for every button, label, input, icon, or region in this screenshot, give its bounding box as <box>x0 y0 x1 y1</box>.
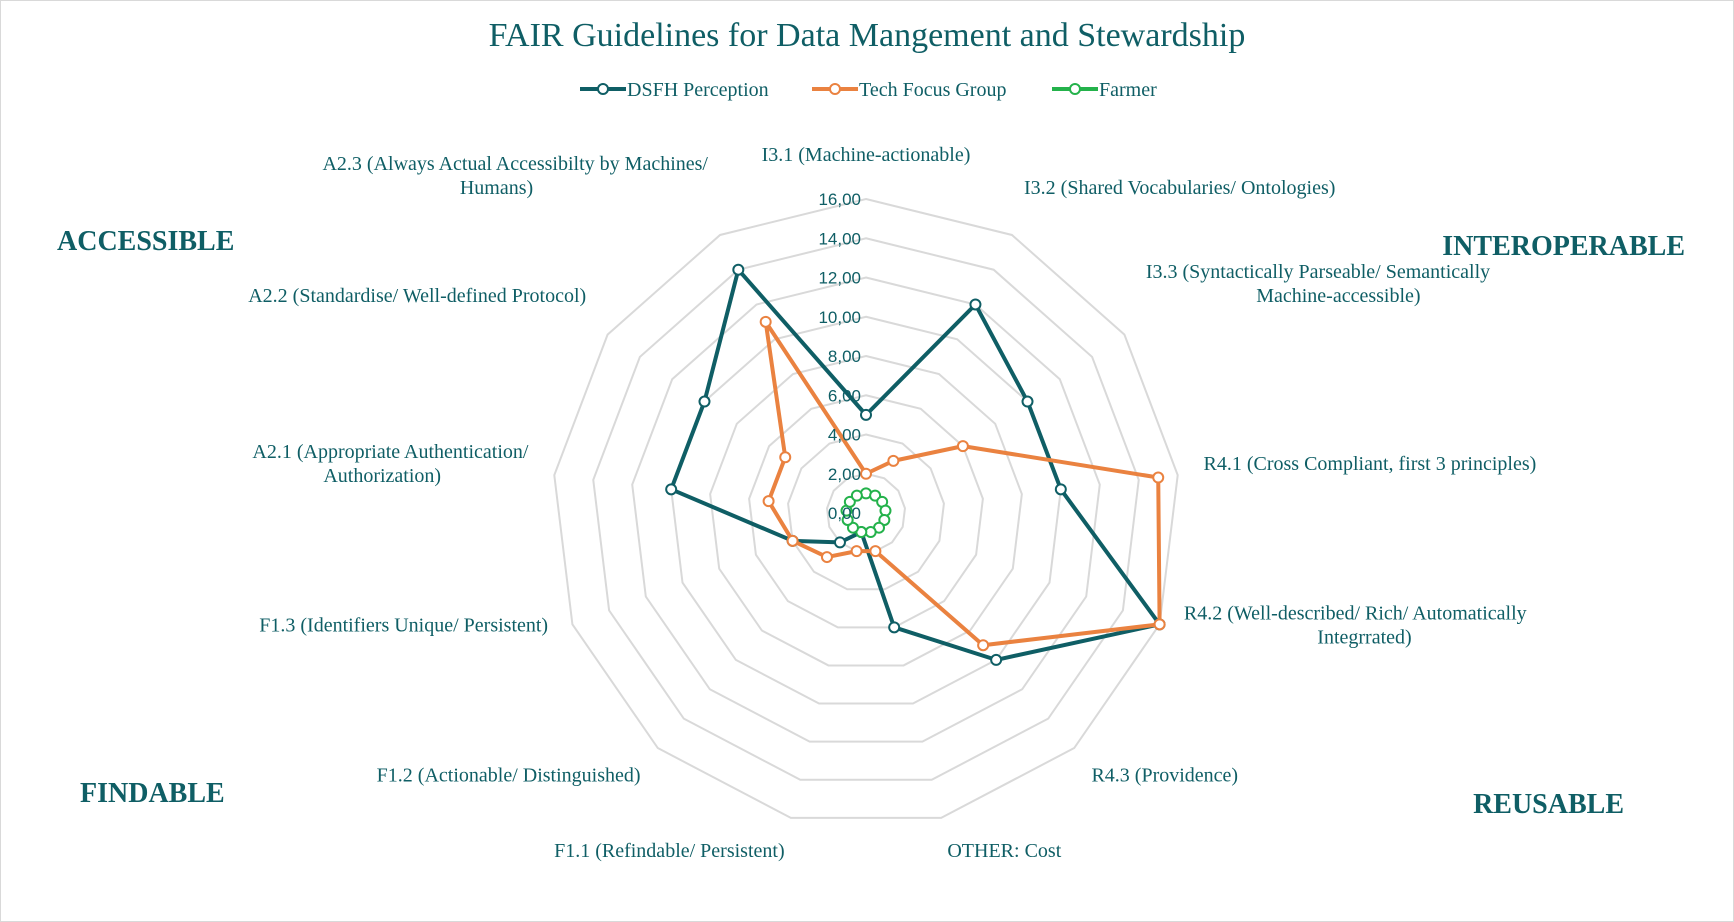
data-point[interactable] <box>1153 618 1166 631</box>
tick-label: 10,00 <box>818 308 861 327</box>
data-point[interactable] <box>888 621 901 634</box>
legend-marker <box>597 83 609 95</box>
data-point[interactable] <box>869 545 882 558</box>
category-label: OTHER: Cost <box>947 840 1061 862</box>
legend-label: DSFH Perception <box>627 79 769 101</box>
quadrant-label-reusable: REUSABLE <box>1473 789 1624 820</box>
legend-item-dsfh-perception[interactable]: DSFH Perception <box>580 79 769 101</box>
data-point[interactable] <box>1054 483 1067 496</box>
data-point[interactable] <box>786 534 799 547</box>
category-label: A2.3 (Always Actual Accessibilty by Mach… <box>322 153 708 199</box>
data-point[interactable] <box>977 639 990 652</box>
data-point[interactable] <box>887 454 900 467</box>
legend-item-tech-focus-group[interactable]: Tech Focus Group <box>812 79 1006 101</box>
data-point[interactable] <box>850 545 863 558</box>
tick-label: 4,00 <box>828 426 861 445</box>
data-point[interactable] <box>665 483 678 496</box>
category-label: R4.3 (Providence) <box>1091 764 1238 786</box>
category-label: F1.2 (Actionable/ Distinguished) <box>377 764 641 786</box>
legend-label: Farmer <box>1099 79 1157 101</box>
data-point[interactable] <box>956 440 969 453</box>
grid-ring <box>709 354 1023 667</box>
radial-ticks: 0,00 2,00 4,00 6,00 8,00 10,00 12,00 14,00 16,00 <box>818 190 861 523</box>
data-point[interactable] <box>860 467 872 480</box>
category-label: R4.1 (Cross Compliant, first 3 principle… <box>1204 453 1537 475</box>
legend: DSFH Perception Tech Focus Group Farmer <box>580 79 1157 101</box>
tick-label: 14,00 <box>818 229 861 248</box>
grid-ring <box>553 197 1179 819</box>
tick-label: 16,00 <box>818 190 861 209</box>
grid-ring <box>748 394 984 629</box>
data-point[interactable] <box>969 298 982 311</box>
data-point[interactable] <box>860 408 872 421</box>
legend-marker <box>829 83 841 95</box>
grid-ring <box>631 276 1101 743</box>
category-labels: I3.1 (Machine-actionable) I3.2 (Shared Vo… <box>248 144 1536 862</box>
quadrant-label-findable: FINDABLE <box>80 778 225 809</box>
legend-label: Tech Focus Group <box>859 79 1006 101</box>
category-label: F1.1 (Refindable/ Persistent) <box>554 840 785 862</box>
legend-item-farmer[interactable]: Farmer <box>1052 79 1157 101</box>
quadrant-label-accessible: ACCESSIBLE <box>57 226 234 257</box>
chart-title: FAIR Guidelines for Data Mangement and S… <box>489 17 1246 54</box>
grid-ring <box>592 237 1140 781</box>
quadrant-label-interoperable: INTEROPERABLE <box>1442 231 1685 262</box>
data-point[interactable] <box>732 263 745 276</box>
data-point[interactable] <box>779 451 792 464</box>
data-point[interactable] <box>759 315 772 328</box>
tick-label: 0,00 <box>828 504 861 523</box>
data-point[interactable] <box>762 495 775 508</box>
data-point[interactable] <box>850 489 863 502</box>
grid-ring <box>787 433 945 591</box>
data-point[interactable] <box>990 653 1003 666</box>
category-label: I3.2 (Shared Vocabularies/ Ontologies) <box>1024 177 1335 199</box>
tick-label: 8,00 <box>828 347 861 366</box>
category-label: A2.2 (Standardise/ Well-defined Protocol… <box>248 285 586 307</box>
legend-marker <box>1069 83 1081 95</box>
category-label: R4.2 (Well-described/ Rich/ Automaticall… <box>1184 603 1527 649</box>
series-line-1 <box>763 319 1162 648</box>
tick-label: 2,00 <box>828 465 861 484</box>
data-point[interactable] <box>698 395 711 408</box>
data-point[interactable] <box>1021 395 1034 408</box>
category-label: I3.1 (Machine-actionable) <box>762 144 971 166</box>
data-point[interactable] <box>820 551 833 564</box>
data-point[interactable] <box>833 536 846 549</box>
tick-label: 12,00 <box>818 269 861 288</box>
series-line-0 <box>669 267 1162 662</box>
category-label: A2.1 (Appropriate Authentication/Authori… <box>252 441 528 487</box>
category-label: I3.3 (Syntactically Parseable/ Semantica… <box>1146 261 1490 307</box>
data-point[interactable] <box>1152 471 1165 484</box>
series-layer <box>665 263 1166 666</box>
category-label: F1.3 (Identifiers Unique/ Persistent) <box>259 615 548 637</box>
tick-label: 6,00 <box>828 386 861 405</box>
